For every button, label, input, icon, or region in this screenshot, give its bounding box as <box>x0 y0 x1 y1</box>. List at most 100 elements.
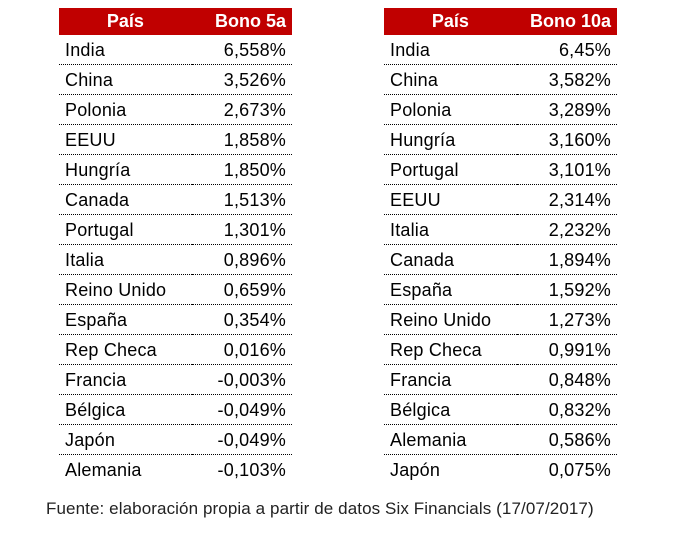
country-cell: Portugal <box>59 214 192 245</box>
country-cell: Japón <box>59 424 192 455</box>
yield-cell: -0,003% <box>191 364 292 395</box>
yield-cell: 0,075% <box>548 459 611 480</box>
country-cell: India <box>384 35 517 65</box>
table-row: Italia 0,896% <box>59 244 292 275</box>
country-cell: Japón <box>390 459 441 480</box>
country-cell: EEUU <box>384 184 517 215</box>
bond-5-year-table: País Bono 5a India 6,558% China 3,526% Polon… <box>59 8 292 484</box>
country-cell: Reino Unido <box>59 274 192 305</box>
country-cell: Canada <box>384 244 517 275</box>
yield-cell: 3,582% <box>516 64 617 95</box>
table-row: EEUU 2,314% <box>384 184 617 215</box>
yield-cell: 1,513% <box>191 184 292 215</box>
table-row: Alemania -0,103% <box>59 455 292 485</box>
table-row: Portugal 1,301% <box>59 214 292 245</box>
yield-cell: 3,160% <box>516 124 617 155</box>
header-country: País <box>384 8 517 35</box>
table-row: Francia -0,003% <box>59 364 292 395</box>
header-yield-5a: Bono 5a <box>191 8 292 35</box>
yield-cell: 0,848% <box>516 364 617 395</box>
yield-cell: 6,558% <box>191 35 292 65</box>
country-cell: Rep Checa <box>384 334 517 365</box>
country-cell: Francia <box>384 364 517 395</box>
table-row: Bélgica -0,049% <box>59 394 292 425</box>
bond-10-year-table: País Bono 10a India 6,45% China 3,582% Polon… <box>384 8 617 484</box>
country-cell: Polonia <box>384 94 517 125</box>
table-row: Rep Checa 0,016% <box>59 334 292 365</box>
country-cell: Portugal <box>384 154 517 185</box>
country-cell: Polonia <box>59 94 192 125</box>
table-body: India 6,45% China 3,582% Polonia 3,289% Hungrí… <box>384 35 617 484</box>
table-row: España 1,592% <box>384 274 617 305</box>
source-note: Fuente: elaboración propia a partir de d… <box>46 499 594 518</box>
yield-cell: -0,049% <box>191 424 292 455</box>
table-row: China 3,582% <box>384 64 617 95</box>
yield-cell: 0,659% <box>191 274 292 305</box>
yield-cell: 0,016% <box>191 334 292 365</box>
country-cell: Canada <box>59 184 192 215</box>
country-cell: Alemania <box>384 424 517 455</box>
table-row: Reino Unido 1,273% <box>384 304 617 335</box>
yield-cell: -0,049% <box>191 394 292 425</box>
table-row: India 6,45% <box>384 35 617 65</box>
yield-cell: 0,586% <box>516 424 617 455</box>
yield-cell: -0,103% <box>217 459 286 480</box>
yield-cell: 1,273% <box>516 304 617 335</box>
yield-cell: 6,45% <box>516 35 617 65</box>
country-cell: Hungría <box>384 124 517 155</box>
country-cell: Reino Unido <box>384 304 517 335</box>
country-cell: Bélgica <box>59 394 192 425</box>
table-row: Canada 1,513% <box>59 184 292 215</box>
table-row: España 0,354% <box>59 304 292 335</box>
table-row: Hungría 1,850% <box>59 154 292 185</box>
yield-cell: 2,314% <box>516 184 617 215</box>
country-cell: Italia <box>59 244 192 275</box>
table-row: Polonia 2,673% <box>59 94 292 125</box>
yield-cell: 1,850% <box>191 154 292 185</box>
table-row: Hungría 3,160% <box>384 124 617 155</box>
table-row: Polonia 3,289% <box>384 94 617 125</box>
country-cell: España <box>59 304 192 335</box>
yield-cell: 0,354% <box>191 304 292 335</box>
table-row: India 6,558% <box>59 35 292 65</box>
country-cell: Alemania <box>65 459 142 480</box>
country-cell: China <box>384 64 517 95</box>
yield-cell: 0,896% <box>191 244 292 275</box>
table-row: Japón -0,049% <box>59 424 292 455</box>
yield-cell: 3,101% <box>516 154 617 185</box>
country-cell: Rep Checa <box>59 334 192 365</box>
country-cell: España <box>384 274 517 305</box>
yield-cell: 1,301% <box>191 214 292 245</box>
country-cell: India <box>59 35 192 65</box>
table-row: Canada 1,894% <box>384 244 617 275</box>
yield-cell: 0,991% <box>516 334 617 365</box>
table-row: Italia 2,232% <box>384 214 617 245</box>
table-row: Rep Checa 0,991% <box>384 334 617 365</box>
yield-cell: 1,858% <box>191 124 292 155</box>
table-row: EEUU 1,858% <box>59 124 292 155</box>
yield-cell: 3,526% <box>191 64 292 95</box>
yield-cell: 3,289% <box>516 94 617 125</box>
table-row: Alemania 0,586% <box>384 424 617 455</box>
header-country: País <box>59 8 192 35</box>
country-cell: China <box>59 64 192 95</box>
yield-cell: 0,832% <box>516 394 617 425</box>
yield-cell: 2,232% <box>516 214 617 245</box>
table-row: Francia 0,848% <box>384 364 617 395</box>
table-header-row: País Bono 5a <box>59 8 292 35</box>
yield-cell: 2,673% <box>191 94 292 125</box>
yield-cell: 1,894% <box>516 244 617 275</box>
table-row: Japón 0,075% <box>384 455 617 485</box>
yield-cell: 1,592% <box>516 274 617 305</box>
table-body: India 6,558% China 3,526% Polonia 2,673% EEUU 1… <box>59 35 292 484</box>
table-header-row: País Bono 10a <box>384 8 617 35</box>
table-row: China 3,526% <box>59 64 292 95</box>
table-row: Bélgica 0,832% <box>384 394 617 425</box>
country-cell: Francia <box>59 364 192 395</box>
country-cell: Hungría <box>59 154 192 185</box>
table-row: Portugal 3,101% <box>384 154 617 185</box>
table-row: Reino Unido 0,659% <box>59 274 292 305</box>
country-cell: EEUU <box>59 124 192 155</box>
header-yield-10a: Bono 10a <box>516 8 617 35</box>
country-cell: Italia <box>384 214 517 245</box>
